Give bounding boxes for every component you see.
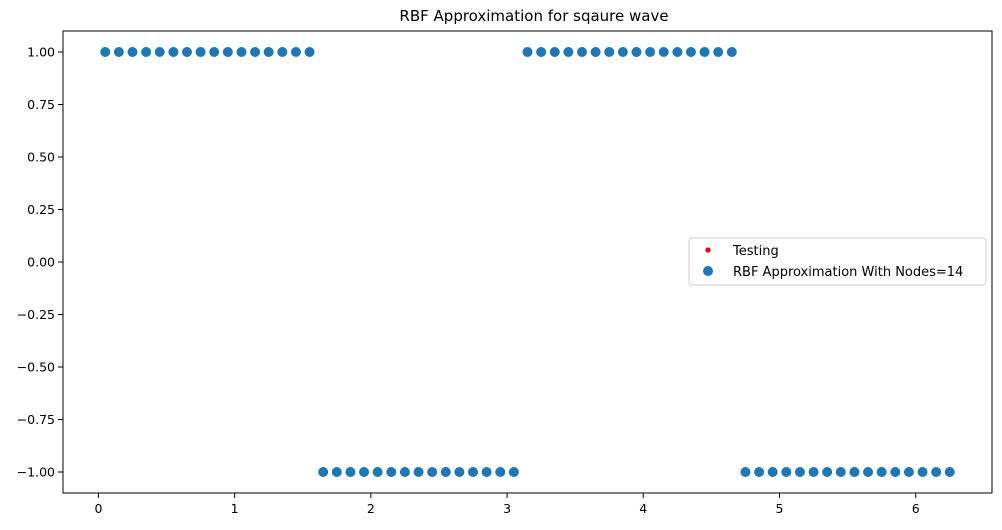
legend-label-rbf: RBF Approximation With Nodes=14 bbox=[733, 265, 963, 280]
data-point bbox=[181, 47, 192, 57]
data-point bbox=[699, 47, 710, 57]
data-point bbox=[754, 467, 765, 477]
data-point bbox=[713, 47, 724, 57]
data-point bbox=[781, 467, 792, 477]
legend-marker-rbf bbox=[703, 266, 713, 276]
y-axis: −1.00 −0.75 −0.50 −0.25 0.00 0.25 0.50 0.75 1.00 bbox=[17, 45, 63, 480]
data-point bbox=[563, 47, 574, 57]
data-point bbox=[645, 47, 656, 57]
data-point bbox=[590, 47, 601, 57]
data-point bbox=[209, 47, 220, 57]
legend-label-testing: Testing bbox=[732, 244, 779, 259]
data-point bbox=[481, 467, 492, 477]
data-point bbox=[576, 47, 587, 57]
data-point bbox=[536, 47, 547, 57]
data-point bbox=[345, 467, 356, 477]
chart-title: RBF Approximation for sqaure wave bbox=[399, 7, 668, 25]
y-tick-label: −0.75 bbox=[17, 412, 55, 427]
data-point bbox=[440, 467, 451, 477]
data-point bbox=[835, 467, 846, 477]
data-point bbox=[549, 47, 560, 57]
data-point bbox=[508, 467, 519, 477]
y-tick-label: 0.00 bbox=[27, 255, 55, 270]
data-point bbox=[141, 47, 152, 57]
x-tick-label: 5 bbox=[776, 501, 784, 516]
data-point bbox=[617, 47, 628, 57]
data-point bbox=[726, 47, 737, 57]
legend: Testing RBF Approximation With Nodes=14 bbox=[688, 237, 987, 286]
data-point bbox=[767, 467, 778, 477]
y-tick-label: 1.00 bbox=[27, 45, 55, 60]
data-point bbox=[631, 47, 642, 57]
data-point bbox=[454, 467, 465, 477]
data-point bbox=[318, 467, 329, 477]
x-axis: 0 1 2 3 4 5 6 bbox=[94, 493, 920, 516]
data-point bbox=[222, 47, 233, 57]
y-tick-label: 0.50 bbox=[27, 150, 55, 165]
data-point bbox=[849, 467, 860, 477]
data-point bbox=[863, 467, 874, 477]
data-point bbox=[468, 467, 479, 477]
data-point bbox=[658, 47, 669, 57]
y-tick-label: −1.00 bbox=[17, 465, 55, 480]
legend-marker-testing bbox=[705, 247, 711, 253]
data-point bbox=[685, 47, 696, 57]
x-tick-label: 0 bbox=[94, 501, 102, 516]
data-point bbox=[236, 47, 247, 57]
data-point bbox=[127, 47, 138, 57]
data-point bbox=[740, 467, 751, 477]
y-tick-label: 0.25 bbox=[27, 202, 55, 217]
data-point bbox=[917, 467, 928, 477]
data-point bbox=[944, 467, 955, 477]
x-tick-label: 1 bbox=[231, 501, 239, 516]
data-point bbox=[386, 467, 397, 477]
data-point bbox=[359, 467, 370, 477]
data-point bbox=[822, 467, 833, 477]
data-point bbox=[250, 47, 261, 57]
data-point bbox=[808, 467, 819, 477]
data-point bbox=[263, 47, 274, 57]
x-tick-label: 3 bbox=[503, 501, 511, 516]
data-point bbox=[372, 467, 383, 477]
data-point bbox=[931, 467, 942, 477]
data-point bbox=[794, 467, 805, 477]
data-point bbox=[154, 47, 165, 57]
data-point bbox=[876, 467, 887, 477]
data-point bbox=[331, 467, 342, 477]
x-tick-label: 4 bbox=[639, 501, 647, 516]
y-tick-label: −0.50 bbox=[17, 360, 55, 375]
data-point bbox=[672, 47, 683, 57]
data-point bbox=[113, 47, 124, 57]
data-point bbox=[277, 47, 288, 57]
data-point bbox=[604, 47, 615, 57]
data-point bbox=[168, 47, 179, 57]
data-point bbox=[890, 467, 901, 477]
data-point bbox=[903, 467, 914, 477]
data-point bbox=[304, 47, 315, 57]
x-tick-label: 2 bbox=[367, 501, 375, 516]
data-point bbox=[195, 47, 206, 57]
data-point bbox=[413, 467, 424, 477]
data-point bbox=[399, 467, 410, 477]
data-point bbox=[522, 47, 533, 57]
legend-box bbox=[688, 237, 987, 286]
data-point bbox=[290, 47, 301, 57]
data-point bbox=[427, 467, 438, 477]
data-point bbox=[495, 467, 506, 477]
data-points bbox=[100, 47, 955, 477]
x-tick-label: 6 bbox=[912, 501, 920, 516]
data-point bbox=[100, 47, 111, 57]
y-tick-label: −0.25 bbox=[17, 307, 55, 322]
y-tick-label: 0.75 bbox=[27, 97, 55, 112]
